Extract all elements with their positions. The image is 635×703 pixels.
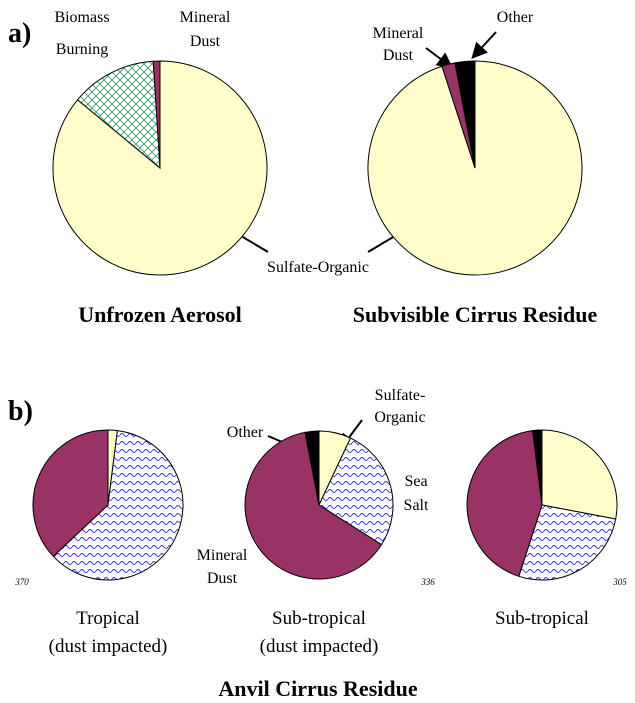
annotation: Mineral [373, 25, 424, 42]
pie-slice [32, 429, 109, 558]
annotation: Other [497, 9, 534, 26]
panel-label: b) [8, 396, 33, 427]
annotation: Sulfate- [375, 387, 426, 404]
arrow [471, 31, 497, 59]
annotation: Biomass [54, 9, 109, 26]
annotation: Burning [56, 41, 108, 58]
pie-slice [76, 60, 161, 170]
annotation: Sulfate-Organic [267, 259, 369, 276]
annotation: Dust [190, 33, 221, 50]
annotation: Organic [374, 409, 425, 426]
panel-label: a) [8, 18, 31, 49]
group-title: Anvil Cirrus Residue [218, 676, 417, 701]
pie-slice [304, 430, 320, 506]
chart-title: (dust impacted) [260, 636, 379, 657]
pie-slice [318, 437, 394, 546]
pie-slice [541, 429, 618, 520]
arrow [425, 47, 454, 69]
pie-slice [152, 60, 161, 169]
annotation: Dust [207, 570, 238, 587]
pie-slice [244, 431, 383, 580]
sample-count: 370 [14, 577, 29, 587]
annotation: Mineral [180, 9, 231, 26]
annotation: Salt [404, 497, 429, 514]
pie-slice [454, 60, 476, 169]
pie-slice [532, 429, 543, 506]
pie-slice [367, 60, 583, 276]
pie-slice [518, 504, 617, 581]
chart-title: Sub-tropical [495, 608, 589, 629]
annotation: Dust [383, 47, 414, 64]
annotation: Other [227, 424, 264, 441]
sample-count: 305 [612, 577, 627, 587]
chart-title: Sub-tropical [272, 608, 366, 629]
chart-title: (dust impacted) [49, 636, 168, 657]
annotation: Mineral [197, 547, 248, 564]
sample-count: 336 [420, 577, 435, 587]
chart-title: Unfrozen Aerosol [78, 302, 242, 327]
chart-title: Tropical [76, 608, 140, 629]
pie-slice [466, 430, 543, 577]
chart-title: Subvisible Cirrus Residue [353, 302, 598, 327]
annotation: Sea [404, 473, 427, 490]
pie-slice [52, 430, 184, 581]
